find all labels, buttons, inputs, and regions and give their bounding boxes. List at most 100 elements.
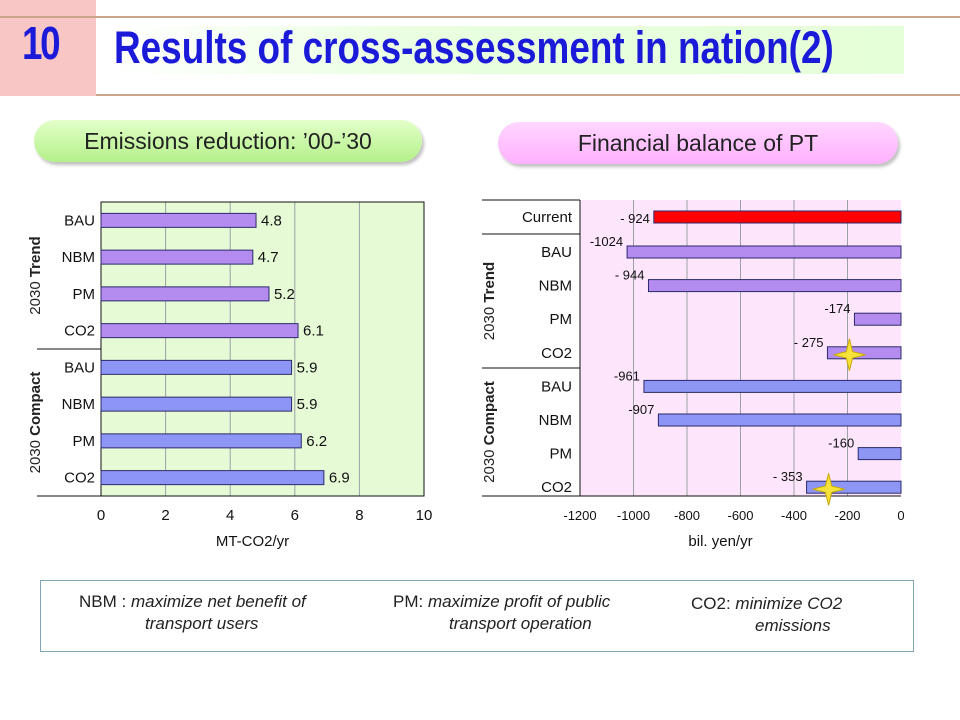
group-label-trend-year: 2030	[481, 303, 498, 341]
bar-value-label: -174	[824, 301, 850, 316]
x-axis-label: MT-CO2/yr	[216, 533, 289, 550]
legend-co2: CO2: minimize CO2 emissions	[691, 593, 901, 637]
legend-nbm-key: NBM :	[79, 592, 131, 611]
bar-value-label: - 944	[615, 268, 645, 283]
bar	[857, 447, 902, 461]
legend-co2-key: CO2:	[691, 594, 736, 613]
x-tick-label: -1200	[563, 508, 596, 523]
group-label-trend: 2030 Trend	[27, 236, 44, 314]
bar-value-label: 5.9	[297, 359, 318, 376]
highlight-star-icon	[833, 338, 866, 371]
bar	[100, 359, 293, 375]
category-label: CO2	[541, 345, 572, 362]
bar-value-label: -1024	[590, 234, 623, 249]
category-label: NBM	[62, 249, 95, 266]
x-tick-label: -1000	[617, 508, 650, 523]
bar	[647, 279, 902, 293]
legend-pm-key: PM:	[393, 592, 428, 611]
bar-value-label: 4.7	[258, 249, 279, 266]
bar	[643, 379, 902, 393]
category-label: NBM	[539, 412, 572, 429]
bar-value-label: -907	[628, 402, 654, 417]
financial-section-label: Financial balance of PT	[498, 122, 898, 164]
bar-value-label: 6.9	[329, 470, 350, 487]
bar	[100, 212, 257, 228]
bar	[626, 245, 902, 259]
x-axis-label: bil. yen/yr	[688, 533, 752, 550]
bar-value-label: 6.1	[303, 323, 324, 340]
group-label-compact: 2030 Compact	[27, 372, 44, 474]
x-tick-label: -200	[834, 508, 860, 523]
legend-box: NBM : maximize net benefit of transport …	[40, 580, 914, 652]
header-bottom-rule	[96, 94, 960, 96]
bar-value-label: 4.8	[261, 212, 282, 229]
financial-section-label-text: Financial balance of PT	[577, 129, 819, 156]
category-label: BAU	[64, 212, 95, 229]
bar	[100, 249, 254, 265]
group-label-compact-scenario: Compact	[481, 381, 498, 445]
legend-pm-line1: maximize profit of public	[427, 592, 611, 611]
category-label: NBM	[539, 278, 572, 295]
category-label: PM	[550, 311, 573, 328]
group-label-compact-year: 2030	[27, 436, 44, 474]
emissions-section-label-text: Emissions reduction: ’00-’30	[84, 127, 372, 154]
page-title: Results of cross-assessment in nation(2)	[114, 22, 834, 73]
bar-value-label: - 275	[794, 335, 824, 350]
group-label-trend-scenario: Trend	[27, 236, 44, 277]
category-label: PM	[73, 286, 96, 303]
x-tick-label: 2	[161, 507, 169, 524]
bar-value-label: 5.2	[274, 286, 295, 303]
bar	[826, 346, 902, 360]
plot-area	[101, 202, 424, 496]
x-tick-label: 6	[291, 507, 299, 524]
x-tick-label: 0	[897, 508, 904, 523]
bar	[657, 413, 902, 427]
bar	[100, 433, 302, 449]
emissions-section-label: Emissions reduction: ’00-’30	[34, 120, 422, 162]
bar	[100, 323, 299, 339]
highlight-star-icon	[812, 473, 845, 506]
legend-nbm-line1: maximize net benefit of	[130, 592, 306, 611]
bar-value-label: -961	[614, 368, 640, 383]
legend-nbm: NBM : maximize net benefit of transport …	[79, 591, 399, 635]
bar-value-label: 6.2	[306, 433, 327, 450]
category-label: PM	[73, 433, 96, 450]
bar	[100, 396, 293, 412]
group-label-trend-year: 2030	[27, 277, 44, 315]
bar-value-label: - 353	[773, 469, 803, 484]
category-label: CO2	[64, 470, 95, 487]
bar-value-label: 5.9	[297, 396, 318, 413]
group-label-trend-scenario: Trend	[481, 262, 498, 303]
title-background	[104, 26, 904, 74]
x-tick-label: 4	[226, 507, 234, 524]
bar-value-label: -160	[828, 436, 854, 451]
x-tick-label: 0	[97, 507, 105, 524]
bar	[100, 470, 325, 486]
x-tick-label: 8	[355, 507, 363, 524]
slide-number: 10	[22, 17, 61, 69]
bar	[853, 312, 902, 326]
category-label: CO2	[541, 479, 572, 496]
x-tick-label: -600	[727, 508, 753, 523]
bar-value-label: - 924	[620, 211, 650, 226]
legend-pm-line2: transport operation	[449, 614, 592, 633]
header-top-rule	[0, 16, 960, 18]
group-label-compact-year: 2030	[481, 445, 498, 483]
x-tick-label: 10	[416, 507, 433, 524]
category-label: BAU	[541, 378, 572, 395]
category-label: CO2	[64, 323, 95, 340]
legend-nbm-line2: transport users	[145, 614, 259, 633]
legend-co2-line1: minimize CO2	[735, 594, 843, 613]
category-label: BAU	[64, 359, 95, 376]
x-tick-label: -400	[781, 508, 807, 523]
category-label: NBM	[62, 396, 95, 413]
bar	[653, 210, 902, 224]
category-label: BAU	[541, 244, 572, 261]
financial-balance-bar-chart: -1200 -1000 -800 -600 -400 -200 0 - 924 Current -…	[481, 199, 905, 550]
legend-co2-line2: emissions	[755, 616, 831, 635]
category-label: Current	[522, 209, 573, 226]
emissions-bar-chart: 0 2 4 6 8 10 4.8 BAU 4.7 NBM 5.2 PM 6.1 CO2 5.9 BAU 5.9 N…	[27, 201, 433, 550]
legend-pm: PM: maximize profit of public transport …	[393, 591, 713, 635]
group-label-compact-scenario: Compact	[27, 372, 44, 436]
category-label: PM	[550, 446, 573, 463]
